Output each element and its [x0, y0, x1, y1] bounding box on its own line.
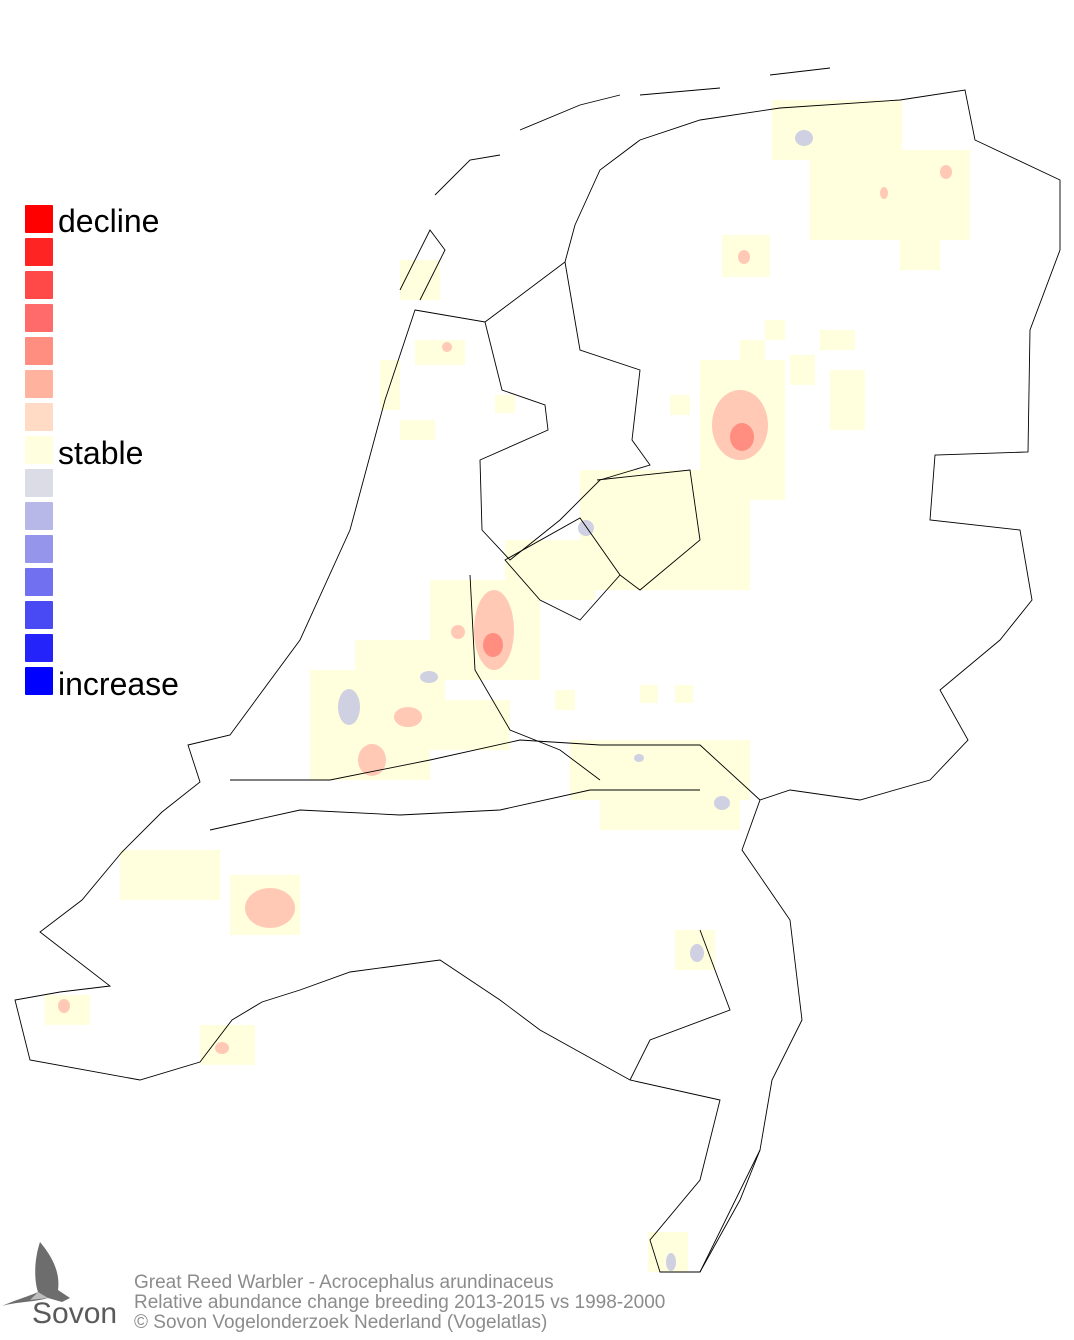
legend-swatch-15 — [25, 667, 53, 695]
legend-swatch-10 — [25, 502, 53, 530]
legend-swatch-9 — [25, 469, 53, 497]
map-caption: Great Reed Warbler - Acrocephalus arundi… — [134, 1273, 665, 1333]
legend-swatch-4 — [25, 304, 53, 332]
legend-label-decline: decline — [58, 203, 160, 239]
sovon-logo-text: Sovon — [32, 1297, 118, 1330]
legend-swatch-11 — [25, 535, 53, 563]
caption-species: Great Reed Warbler - Acrocephalus arundi… — [134, 1272, 554, 1293]
caption-copyright: © Sovon Vogelonderzoek Nederland (Vogela… — [134, 1312, 548, 1333]
sovon-bird-logo-icon — [2, 1242, 70, 1306]
legend-swatch-3 — [25, 271, 53, 299]
legend-swatch-7 — [25, 403, 53, 431]
country-outline — [14, 67, 1061, 1273]
legend-swatch-2 — [25, 238, 53, 266]
caption-description: Relative abundance change breeding 2013-… — [134, 1292, 666, 1313]
legend-swatch-12 — [25, 568, 53, 596]
legend-swatch-1 — [25, 205, 53, 233]
legend-label-stable: stable — [58, 435, 144, 471]
legend-swatch-13 — [25, 601, 53, 629]
legend-swatch-5 — [25, 337, 53, 365]
legend-swatch-14 — [25, 634, 53, 662]
legend-swatch-6 — [25, 370, 53, 398]
legend-label-increase: increase — [58, 666, 179, 702]
legend-swatch-8 — [25, 436, 53, 464]
abundance-cells — [45, 100, 970, 1272]
